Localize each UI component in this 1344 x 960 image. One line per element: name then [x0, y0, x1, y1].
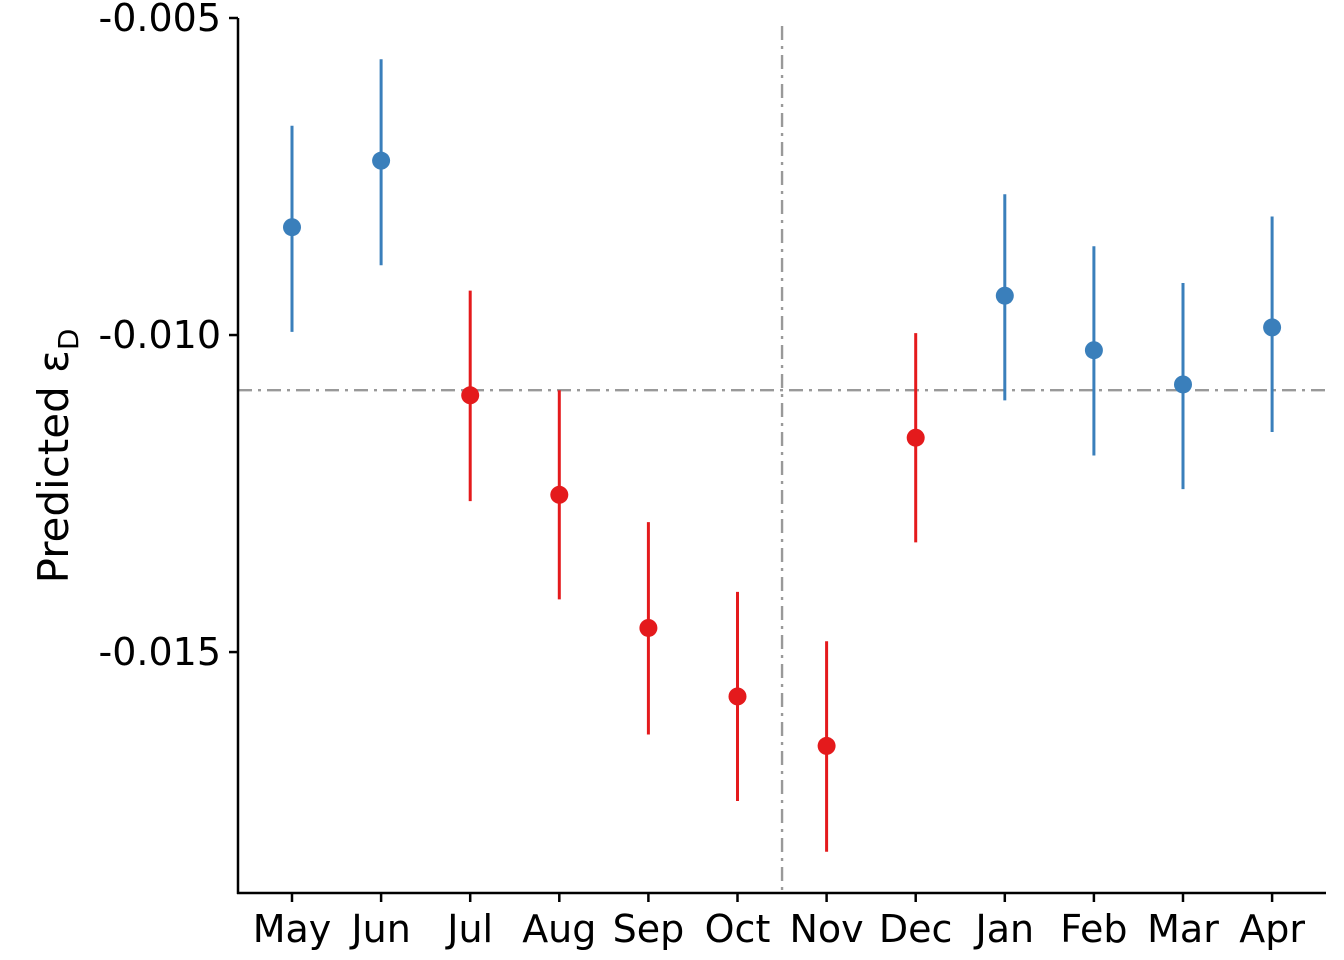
y-axis-label: Predicted εD [29, 329, 85, 584]
point-sep [639, 618, 658, 637]
x-tick-label-mar: Mar [1147, 907, 1219, 951]
point-feb [1084, 341, 1103, 360]
y-axis-label-subscript: D [52, 329, 85, 351]
point-aug [550, 485, 569, 504]
x-tick-label-jan: Jan [974, 907, 1035, 951]
point-nov [817, 736, 836, 755]
x-tick-label-oct: Oct [705, 907, 771, 951]
x-tick-label-jul: Jul [445, 907, 493, 951]
point-jun [372, 151, 391, 170]
x-tick-label-dec: Dec [879, 907, 953, 951]
point-apr [1263, 318, 1282, 337]
point-mar [1174, 375, 1192, 394]
x-tick-label-may: May [253, 907, 332, 951]
axes [236, 18, 1326, 895]
x-tick-label-aug: Aug [522, 907, 596, 951]
point-oct [728, 687, 747, 706]
reference-lines [238, 26, 1326, 893]
data-points [283, 151, 1282, 755]
y-ticks: -0.005 -0.010 -0.015 [99, 0, 238, 674]
x-tick-label-apr: Apr [1239, 907, 1305, 951]
y-axis-label-main: Predicted ε [29, 350, 78, 583]
x-tick-label-nov: Nov [790, 907, 864, 951]
x-tick-label-sep: Sep [613, 907, 685, 951]
point-dec [906, 428, 925, 447]
point-jan [995, 286, 1014, 305]
x-ticks: May Jun Jul Aug Sep Oct Nov Dec Jan Feb Mar Apr [253, 893, 1305, 951]
y-tick-label: -0.015 [99, 630, 222, 674]
y-tick-label: -0.005 [99, 0, 222, 40]
x-tick-label-feb: Feb [1060, 907, 1127, 951]
x-tick-label-jun: Jun [349, 907, 410, 951]
point-may [283, 218, 301, 237]
y-tick-label: -0.010 [99, 313, 222, 357]
point-jul [461, 386, 480, 405]
